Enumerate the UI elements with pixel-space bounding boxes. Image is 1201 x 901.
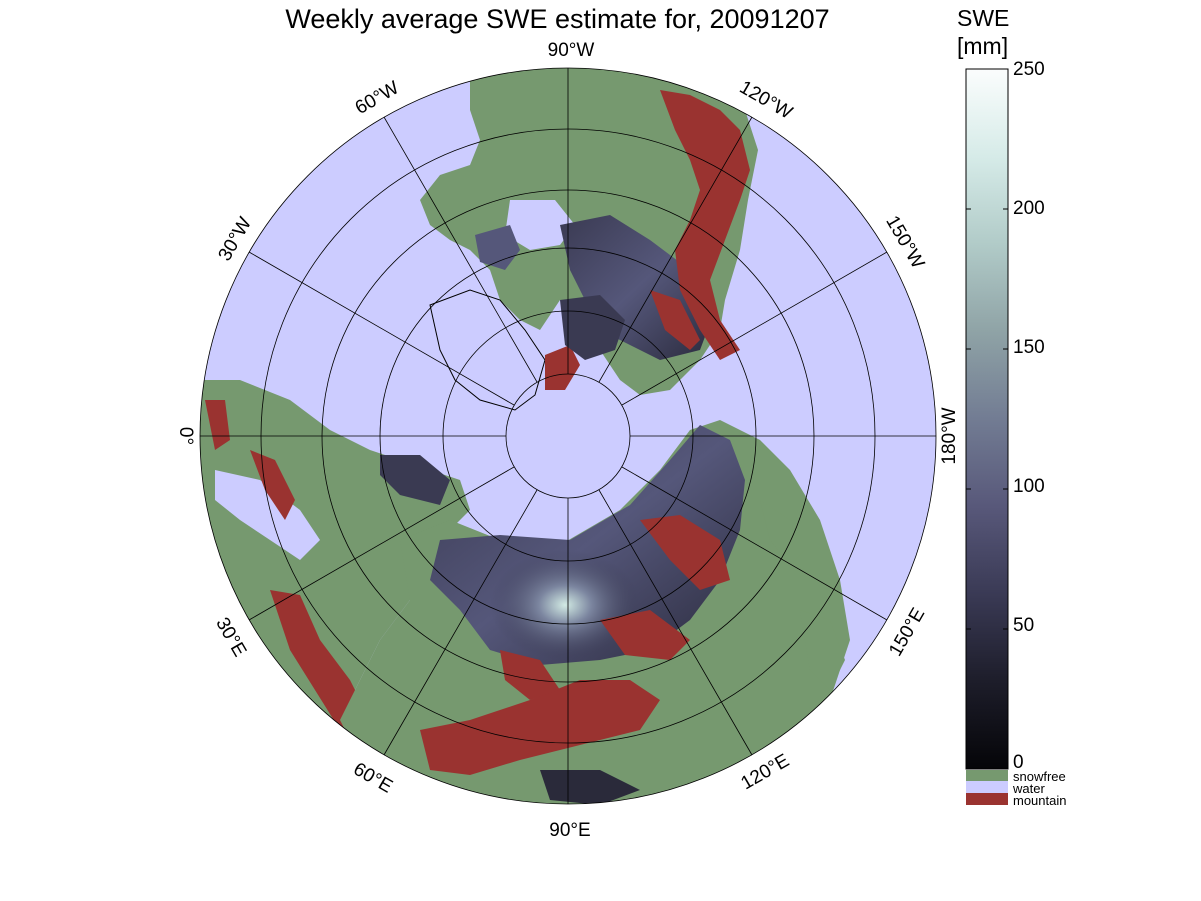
mediterranean <box>215 470 320 560</box>
legend-swatch-snowfree <box>966 770 1008 781</box>
colorbar-tick-250: 250 <box>1013 59 1045 80</box>
mountain-rockies <box>660 90 750 360</box>
legend-swatch-mountain <box>966 793 1008 805</box>
mountain-tibet <box>600 610 690 660</box>
mountain-central-asia <box>500 650 560 700</box>
legend-label-mountain: mountain <box>1013 793 1067 808</box>
legend-label-water: water <box>1013 781 1045 796</box>
colorbar-tick-100: 100 <box>1013 476 1045 497</box>
mountain-greenland <box>545 345 580 390</box>
mountain-africa <box>270 590 370 730</box>
snow-maximum-glow <box>490 550 640 660</box>
colorbar-tick-50: 50 <box>1013 615 1035 636</box>
kamchatka <box>760 500 805 565</box>
greenland <box>429 289 546 411</box>
snow-canada-west <box>475 225 520 270</box>
lon-label-180w: 180°W <box>939 407 960 464</box>
mountain-europe <box>250 450 295 520</box>
lon-label-60e: 60°E <box>350 759 396 798</box>
colorbar-tick-200: 200 <box>1013 198 1045 219</box>
meridians <box>200 68 936 804</box>
colorbar <box>965 68 1009 770</box>
lon-label-30e: 30°E <box>211 614 250 660</box>
mountain-turkey <box>205 400 230 450</box>
colorbar-title-unit: [mm] <box>957 33 1009 59</box>
islands-east-asia <box>800 610 845 690</box>
hudson-bay <box>505 200 575 250</box>
mountain-himalaya <box>420 680 660 775</box>
snow-mongolia <box>540 770 640 804</box>
colorbar-tick-0: 0 <box>1013 752 1024 773</box>
legend-label-snowfree: snowfree <box>1013 769 1066 784</box>
legend-swatch-water <box>966 781 1008 793</box>
lon-label-90e: 90°E <box>549 820 590 841</box>
lon-label-90w: 90°W <box>548 40 595 61</box>
snow-scandinavia <box>380 455 450 505</box>
mountain-alaska <box>650 290 700 350</box>
colorbar-tick-150: 150 <box>1013 337 1045 358</box>
mountain-east-asia <box>640 515 730 590</box>
map-title: Weekly average SWE estimate for, 2009120… <box>285 4 830 34</box>
colorbar-title-swe: SWE <box>957 5 1010 31</box>
lon-label-150e: 150°E <box>885 604 929 660</box>
lon-label-0: 0° <box>175 427 196 445</box>
